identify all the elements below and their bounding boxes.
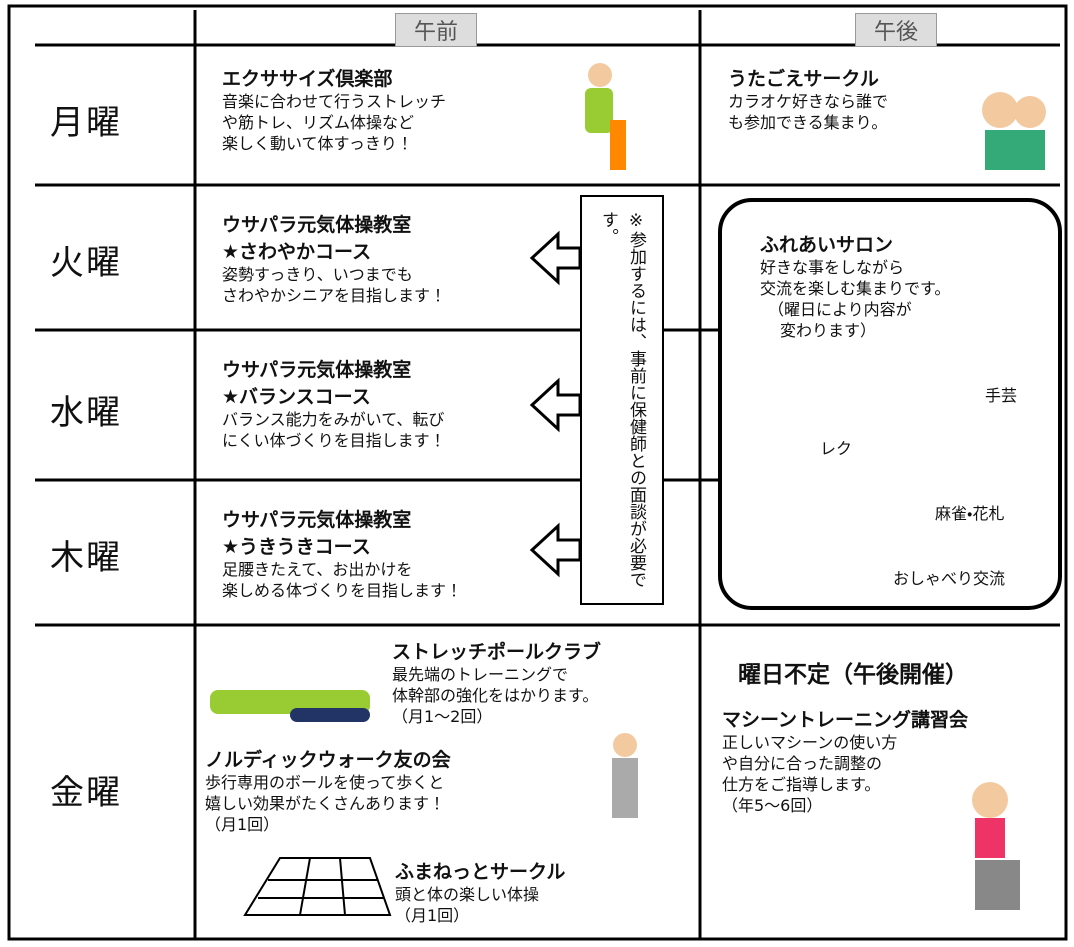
cyclist [972, 782, 1008, 818]
cyclist-body [975, 818, 1005, 858]
monday-am: エクササイズ倶楽部 音楽に合わせて行うストレッチ や筋トレ、リズム体操など 楽し… [222, 64, 446, 154]
day: 火曜 [50, 243, 122, 283]
walker-body [612, 758, 638, 818]
header-am: 午前 [395, 13, 478, 47]
line: （月1回） [205, 815, 280, 834]
line: 嬉しい効果がたくさんあります！ [205, 794, 446, 813]
singers [982, 92, 1018, 128]
line: 頭と体の楽しい体操 [395, 885, 540, 904]
arrow [529, 377, 582, 433]
activity: 手芸 [985, 386, 1018, 405]
fumanet [243, 857, 392, 916]
line: バランス能力をみがいて、転び [222, 410, 445, 429]
day: 水曜 [50, 393, 122, 433]
line: さわやかシニアを目指します！ [222, 286, 447, 305]
day: 木曜 [50, 538, 122, 578]
arrows [529, 230, 582, 578]
activity: レク [820, 439, 853, 458]
day: 金曜 [50, 773, 122, 813]
walker [613, 733, 637, 757]
singers [1014, 96, 1046, 128]
monday-pm: うたごえサークル カラオケ好きなら誰で も参加できる集まり。 [728, 64, 888, 133]
day: 月曜 [50, 103, 122, 143]
activity-title: ウサパラ元気体操教室 [222, 359, 412, 381]
activity-title: マシーントレーニング講習会 [722, 709, 969, 731]
wednesday-am: ウサパラ元気体操教室 ★バランスコース バランス能力をみがいて、転び にくい体づ… [222, 355, 446, 451]
salon-title: ふれあいサロン [760, 234, 894, 256]
note: ※参加するには、事前に保健師との面談が必要です。 [580, 195, 664, 605]
person-head [588, 63, 612, 87]
bike [975, 860, 1020, 910]
friday-pm: マシーントレーニング講習会 正しいマシーンの使い方 や自分に合った調整の 仕方を… [722, 705, 968, 816]
activity-title: ウサパラ元気体操教室 [222, 214, 412, 236]
frame [7, 4, 1068, 941]
course: ★うきうきコース [222, 536, 371, 558]
line: 体幹部の強化をはかります。 [392, 686, 599, 705]
line: にくい体づくりを目指します！ [222, 431, 446, 450]
line: 音楽に合わせて行うストレッチ [222, 92, 447, 111]
salon: ふれあいサロン 好きな事をしながら 交流を楽しむ集まりです。 （曜日により内容が… [760, 230, 950, 341]
friday-am-item: ストレッチポールクラブ 最先端のトレーニングで 体幹部の強化をはかります。 （月… [392, 637, 601, 727]
line: や自分に合った調整の [722, 754, 883, 773]
activity-title: エクササイズ倶楽部 [222, 68, 393, 90]
person-legs [610, 120, 626, 170]
header-pm: 午後 [855, 13, 938, 47]
line: 足腰きたえて、お出かけを [222, 560, 413, 579]
line: 交流を楽しむ集まりです。 [760, 279, 951, 298]
activity-title: ノルディックウォーク友の会 [205, 749, 451, 771]
line: 最先端のトレーニングで [392, 665, 569, 684]
activity-title: ストレッチポールクラブ [392, 641, 602, 663]
singers-body [985, 130, 1045, 170]
arrow [529, 522, 582, 578]
line: も参加できる集まり。 [728, 113, 888, 132]
course: ★さわやかコース [222, 241, 372, 263]
line: （曜日により内容が [768, 300, 912, 319]
line: 仕方をご指導します。 [722, 775, 881, 794]
line: 姿勢すっきり、いつまでも [222, 265, 413, 284]
activity-title: うたごえサークル [728, 68, 879, 90]
line: 変わります） [780, 321, 877, 340]
line: 楽しく動いて体すっきり！ [222, 134, 413, 153]
activity-title: ふまねっとサークル [395, 861, 566, 883]
arrow [529, 230, 582, 286]
activity: 麻雀・花札 [935, 504, 1005, 523]
tuesday-am: ウサパラ元気体操教室 ★さわやかコース 姿勢すっきり、いつまでも さわやかシニア… [222, 210, 446, 306]
line: 歩行専用のボールを使って歩くと [205, 773, 445, 792]
person-body [585, 88, 613, 133]
line: （月1～2回） [392, 707, 493, 726]
friday-am-item: ふまねっとサークル 頭と体の楽しい体操 （月1回） [395, 857, 565, 926]
salon-box [718, 198, 1062, 610]
pole [290, 708, 370, 722]
course: ★バランスコース [222, 386, 371, 408]
friday-am-item: ノルディックウォーク友の会 歩行専用のボールを使って歩くと 嬉しい効果がたくさん… [205, 745, 451, 835]
line: （年5～6回） [722, 796, 823, 815]
line: 正しいマシーンの使い方 [722, 733, 898, 752]
line: 楽しめる体づくりを目指します！ [222, 581, 463, 600]
line: や筋トレ、リズム体操など [222, 113, 415, 132]
line: （月1回） [395, 906, 470, 925]
line: 好きな事をしながら [760, 258, 905, 277]
activity-title: ウサパラ元気体操教室 [222, 509, 412, 531]
activity: おしゃべり交流 [893, 569, 1006, 588]
friday-pm-heading: 曜日不定（午後開催） [738, 662, 968, 688]
thursday-am: ウサパラ元気体操教室 ★うきうきコース 足腰きたえて、お出かけを 楽しめる体づく… [222, 505, 462, 601]
line: カラオケ好きなら誰で [728, 92, 889, 111]
